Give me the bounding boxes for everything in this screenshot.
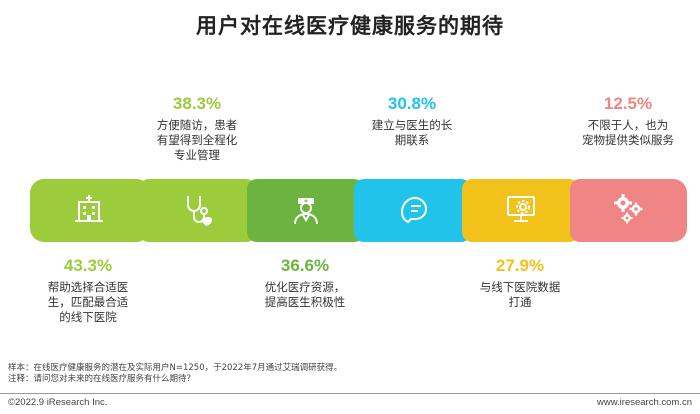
category-label: 12.5% 不限于人，也为 宠物提供类似服务 — [568, 94, 688, 148]
category-block — [139, 179, 256, 242]
category-block — [570, 179, 687, 242]
sample-note: 样本：在线医疗健康服务的潜在及实际用户N=1250，于2022年7月通过艾瑞调研… — [8, 363, 343, 373]
category-label: 27.9% 与线下医院数据 打通 — [460, 256, 580, 310]
data-label: 43.3% — [63, 256, 113, 275]
category-block — [247, 179, 364, 242]
footer-divider — [0, 393, 700, 394]
doctor-icon — [288, 191, 324, 231]
data-label: 30.8% — [387, 94, 437, 113]
category-description: 方便随访，患者 有望得到全程化 专业管理 — [156, 118, 238, 162]
category-block — [354, 179, 471, 242]
data-label: 12.5% — [603, 94, 653, 113]
website: www.iresearch.com.cn — [596, 397, 692, 408]
category-description: 与线下医院数据 打通 — [479, 280, 561, 309]
category-label: 38.3% 方便随访，患者 有望得到全程化 专业管理 — [137, 94, 257, 163]
category-description: 优化医疗资源， 提高医生积极性 — [264, 280, 346, 309]
category-description: 建立与医生的长 期联系 — [371, 118, 453, 147]
page-title: 用户对在线医疗健康服务的期待 — [196, 14, 504, 38]
category-block — [462, 179, 579, 242]
gears-icon — [610, 191, 648, 231]
category-label: 43.3% 帮助选择合适医 生，匹配最合适 的线下医院 — [28, 256, 148, 325]
data-label: 38.3% — [172, 94, 222, 113]
notes: 样本：在线医疗健康服务的潜在及实际用户N=1250，于2022年7月通过艾瑞调研… — [8, 363, 342, 385]
category-description: 帮助选择合适医 生，匹配最合适 的线下医院 — [47, 280, 129, 324]
category-description: 不限于人，也为 宠物提供类似服务 — [582, 118, 674, 147]
question-note: 注释：请问您对未来的在线医疗服务有什么期待？ — [8, 374, 196, 384]
hospital-building-icon — [72, 192, 106, 230]
category-block — [30, 179, 147, 242]
chat-bubble-icon — [395, 191, 431, 231]
stethoscope-heart-icon — [180, 191, 216, 231]
monitor-gear-icon — [503, 191, 539, 231]
data-label: 36.6% — [280, 256, 330, 275]
category-label: 30.8% 建立与医生的长 期联系 — [352, 94, 472, 148]
copyright: ©2022.9 iResearch Inc. — [8, 397, 108, 408]
category-label: 36.6% 优化医疗资源， 提高医生积极性 — [245, 256, 365, 310]
data-label: 27.9% — [495, 256, 545, 275]
